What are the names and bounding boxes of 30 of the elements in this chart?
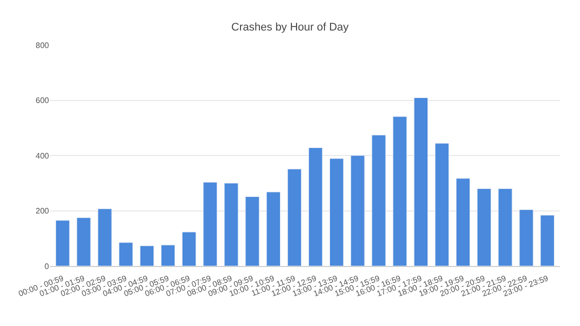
bar bbox=[118, 242, 133, 266]
y-tick-label: 200 bbox=[36, 206, 50, 216]
bar bbox=[245, 196, 260, 266]
bar bbox=[434, 143, 450, 266]
bar bbox=[182, 232, 196, 266]
bar bbox=[519, 209, 534, 266]
y-tick-label: 0 bbox=[44, 262, 50, 271]
bar bbox=[203, 182, 218, 266]
bar bbox=[498, 188, 512, 266]
bar bbox=[160, 244, 176, 266]
bar bbox=[56, 220, 70, 266]
bar bbox=[350, 155, 365, 266]
bar bbox=[414, 98, 428, 266]
bar bbox=[98, 208, 112, 266]
y-tick-label: 400 bbox=[36, 151, 50, 160]
bar bbox=[540, 214, 554, 266]
bar bbox=[392, 116, 407, 266]
bar bbox=[76, 217, 91, 266]
bar bbox=[224, 182, 238, 266]
bar bbox=[456, 178, 470, 266]
chart-title: Crashes by Hour of Day bbox=[231, 22, 350, 34]
bar bbox=[372, 134, 386, 266]
bar bbox=[477, 188, 492, 266]
bar bbox=[287, 168, 302, 266]
bar bbox=[330, 158, 344, 266]
bar bbox=[308, 148, 323, 266]
y-tick-label: 600 bbox=[36, 96, 50, 106]
bar bbox=[266, 192, 280, 266]
bar bbox=[140, 246, 154, 266]
y-tick-label: 800 bbox=[36, 40, 50, 50]
